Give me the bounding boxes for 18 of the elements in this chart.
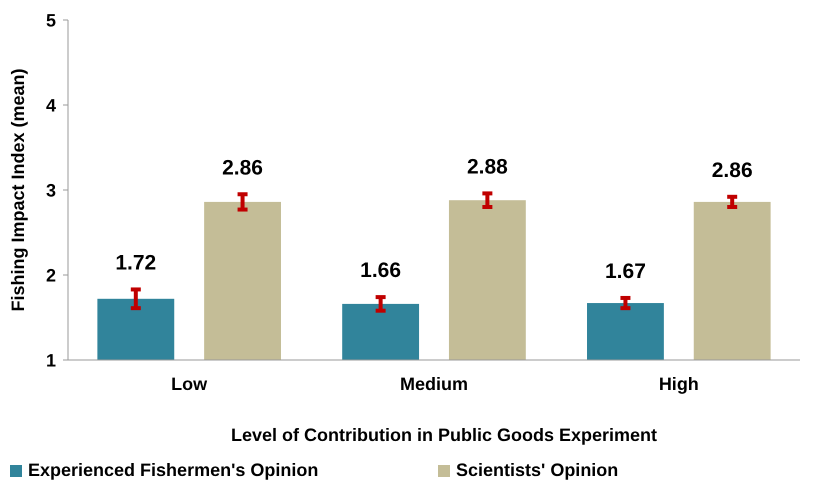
data-label: 1.72	[115, 251, 156, 274]
y-tick-label: 1	[46, 350, 56, 370]
data-label: 1.66	[360, 259, 402, 282]
legend-label: Experienced Fishermen's Opinion	[28, 460, 318, 480]
data-label: 1.67	[605, 260, 646, 283]
y-tick-label: 5	[46, 10, 56, 30]
data-label: 2.86	[222, 156, 263, 180]
y-axis-title: Fishing Impact Index (mean)	[8, 68, 28, 312]
x-tick-label: Low	[171, 374, 208, 394]
y-tick-label: 3	[46, 180, 56, 200]
x-axis-title: Level of Contribution in Public Goods Experiment	[230, 425, 658, 445]
data-label: 2.88	[466, 155, 508, 178]
x-tick-label: Medium	[400, 374, 468, 394]
data-label: 2.86	[712, 158, 753, 182]
y-tick-label: 4	[46, 95, 56, 116]
legend-label: Scientists' Opinion	[456, 460, 618, 480]
x-tick-label: High	[658, 374, 699, 394]
y-tick-label: 2	[46, 265, 56, 286]
